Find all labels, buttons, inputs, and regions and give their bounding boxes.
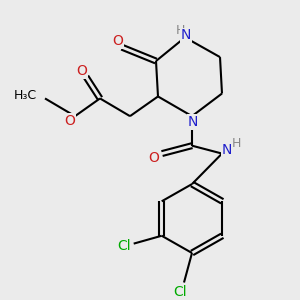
Text: N: N [181, 28, 191, 42]
Text: N: N [188, 115, 198, 129]
Text: H: H [231, 137, 241, 150]
Text: N: N [222, 142, 232, 157]
Text: O: O [76, 64, 87, 78]
Text: Cl: Cl [173, 285, 187, 299]
Text: O: O [148, 152, 159, 166]
Text: H: H [175, 24, 185, 37]
Text: O: O [64, 114, 75, 128]
Text: Cl: Cl [117, 238, 130, 253]
Text: O: O [112, 34, 123, 48]
Text: H₃C: H₃C [14, 89, 37, 102]
